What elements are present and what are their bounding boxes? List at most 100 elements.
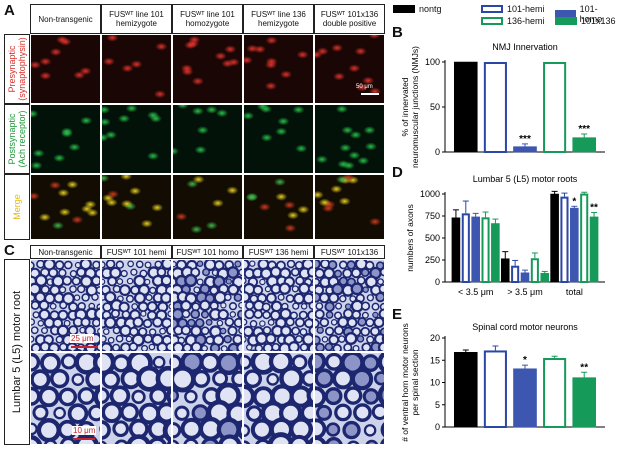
legend-item-101x136: 101x136 bbox=[555, 16, 616, 26]
axon-profile bbox=[288, 341, 300, 351]
histology-axons bbox=[173, 353, 242, 444]
axon-profile bbox=[244, 424, 251, 438]
axon-profile bbox=[202, 268, 211, 277]
axon-profile bbox=[346, 349, 356, 351]
axon-profile bbox=[244, 369, 263, 388]
axon-profile bbox=[321, 336, 329, 343]
panel-letter-b: B bbox=[392, 24, 403, 41]
axon-profile bbox=[58, 268, 67, 278]
axon-profile bbox=[91, 275, 100, 287]
axon-profile bbox=[291, 326, 301, 336]
row-label-merge: Merge bbox=[4, 174, 30, 240]
axon-profile bbox=[267, 318, 275, 326]
legend-swatch-101-hemi bbox=[481, 5, 503, 13]
axon-profile bbox=[266, 372, 280, 386]
legend-label-136-hemi: 136-hemi bbox=[507, 16, 545, 26]
axon-profile bbox=[31, 369, 51, 390]
axon-profile bbox=[110, 309, 120, 319]
c-col-header-2: FUSᵂᵀ 101 hemi bbox=[101, 245, 172, 259]
axon-profile bbox=[31, 318, 36, 326]
axon-profile bbox=[328, 292, 340, 304]
axon-profile bbox=[212, 370, 229, 387]
axon-profile bbox=[53, 406, 66, 420]
axon-profile bbox=[249, 260, 256, 267]
axon-profile bbox=[34, 274, 48, 287]
axon-profile bbox=[72, 348, 83, 351]
axon-profile bbox=[31, 335, 35, 343]
chart-B-bar-nontg bbox=[454, 61, 478, 153]
axon-profile bbox=[353, 403, 372, 422]
axon-profile bbox=[378, 308, 384, 320]
axon-profile bbox=[364, 260, 375, 271]
fluor-image-r1-c3 bbox=[172, 34, 243, 104]
histology-axons bbox=[173, 260, 242, 351]
axon-profile bbox=[200, 326, 210, 336]
histology-image-r2-c3 bbox=[172, 352, 243, 445]
axon-profile bbox=[144, 261, 152, 269]
axon-profile bbox=[31, 434, 43, 444]
chart-D-title: Lumbar 5 (L5) motor roots bbox=[473, 174, 578, 184]
chart-B-bar-101x136 bbox=[572, 137, 596, 153]
axon-profile bbox=[361, 311, 369, 319]
axon-profile bbox=[118, 284, 131, 297]
axon-profile bbox=[223, 334, 232, 344]
chart-D-ytick-label: 750 bbox=[425, 211, 440, 221]
chart-B-sig-label: *** bbox=[578, 124, 590, 135]
chart-D-bar-101-hemi-1 bbox=[511, 265, 520, 284]
fluor-image-r1-c1 bbox=[30, 34, 101, 104]
axon-profile bbox=[43, 439, 58, 444]
fluor-image-r3-c2 bbox=[101, 174, 172, 240]
chart-D-ytick-label: 500 bbox=[425, 233, 440, 243]
scale-bar-c-top bbox=[71, 346, 98, 348]
axon-profile bbox=[311, 278, 313, 285]
axon-profile bbox=[140, 310, 147, 317]
col-header-2: FUSᵂᵀ line 101 hemizygote bbox=[101, 4, 172, 34]
axon-profile bbox=[59, 301, 68, 310]
axon-profile bbox=[267, 432, 295, 444]
axon-profile bbox=[130, 268, 138, 276]
axon-profile bbox=[286, 260, 296, 269]
axon-profile bbox=[351, 309, 362, 320]
panel-letter-c: C bbox=[4, 242, 15, 259]
axon-profile bbox=[200, 310, 210, 319]
axon-profile bbox=[352, 344, 360, 351]
axon-profile bbox=[288, 434, 311, 444]
axon-profile bbox=[107, 276, 118, 287]
fluor-image-r2-c2 bbox=[101, 104, 172, 174]
axon-profile bbox=[95, 286, 100, 295]
axon-profile bbox=[97, 328, 100, 335]
axon-profile bbox=[48, 342, 60, 351]
axon-profile bbox=[380, 422, 384, 438]
chart-E-ylabel: per spinal section bbox=[410, 349, 420, 415]
axon-profile bbox=[165, 342, 171, 351]
axon-profile bbox=[360, 301, 371, 311]
axon-profile bbox=[76, 284, 86, 294]
axon-profile bbox=[131, 389, 146, 405]
axon-profile bbox=[147, 437, 167, 444]
axon-profile bbox=[148, 328, 157, 336]
axon-profile bbox=[196, 260, 204, 267]
axon-profile bbox=[377, 384, 384, 407]
axon-profile bbox=[324, 301, 335, 312]
chart-D-bar-136-hemi-2 bbox=[580, 193, 589, 283]
axon-profile bbox=[240, 334, 242, 343]
chart-E-bar-101-homo bbox=[513, 368, 537, 428]
axon-profile bbox=[377, 341, 384, 351]
axon-profile bbox=[307, 342, 313, 351]
axon-profile bbox=[366, 294, 375, 302]
axon-profile bbox=[252, 284, 264, 296]
axon-profile bbox=[255, 438, 271, 444]
axon-profile bbox=[262, 310, 271, 320]
histology-axons bbox=[315, 260, 384, 351]
fluor-image-r2-c4 bbox=[243, 104, 314, 174]
axon-profile bbox=[324, 326, 335, 336]
chart-D-bar-nontg-2 bbox=[550, 193, 559, 283]
axon-profile bbox=[325, 311, 334, 319]
axon-profile bbox=[218, 434, 242, 444]
axon-profile bbox=[225, 349, 234, 351]
histology-axons bbox=[315, 353, 384, 444]
histology-image-r1-c1 bbox=[30, 259, 101, 352]
axon-profile bbox=[87, 404, 100, 422]
legend-label-101x136: 101x136 bbox=[581, 16, 616, 26]
axon-profile bbox=[226, 266, 240, 279]
